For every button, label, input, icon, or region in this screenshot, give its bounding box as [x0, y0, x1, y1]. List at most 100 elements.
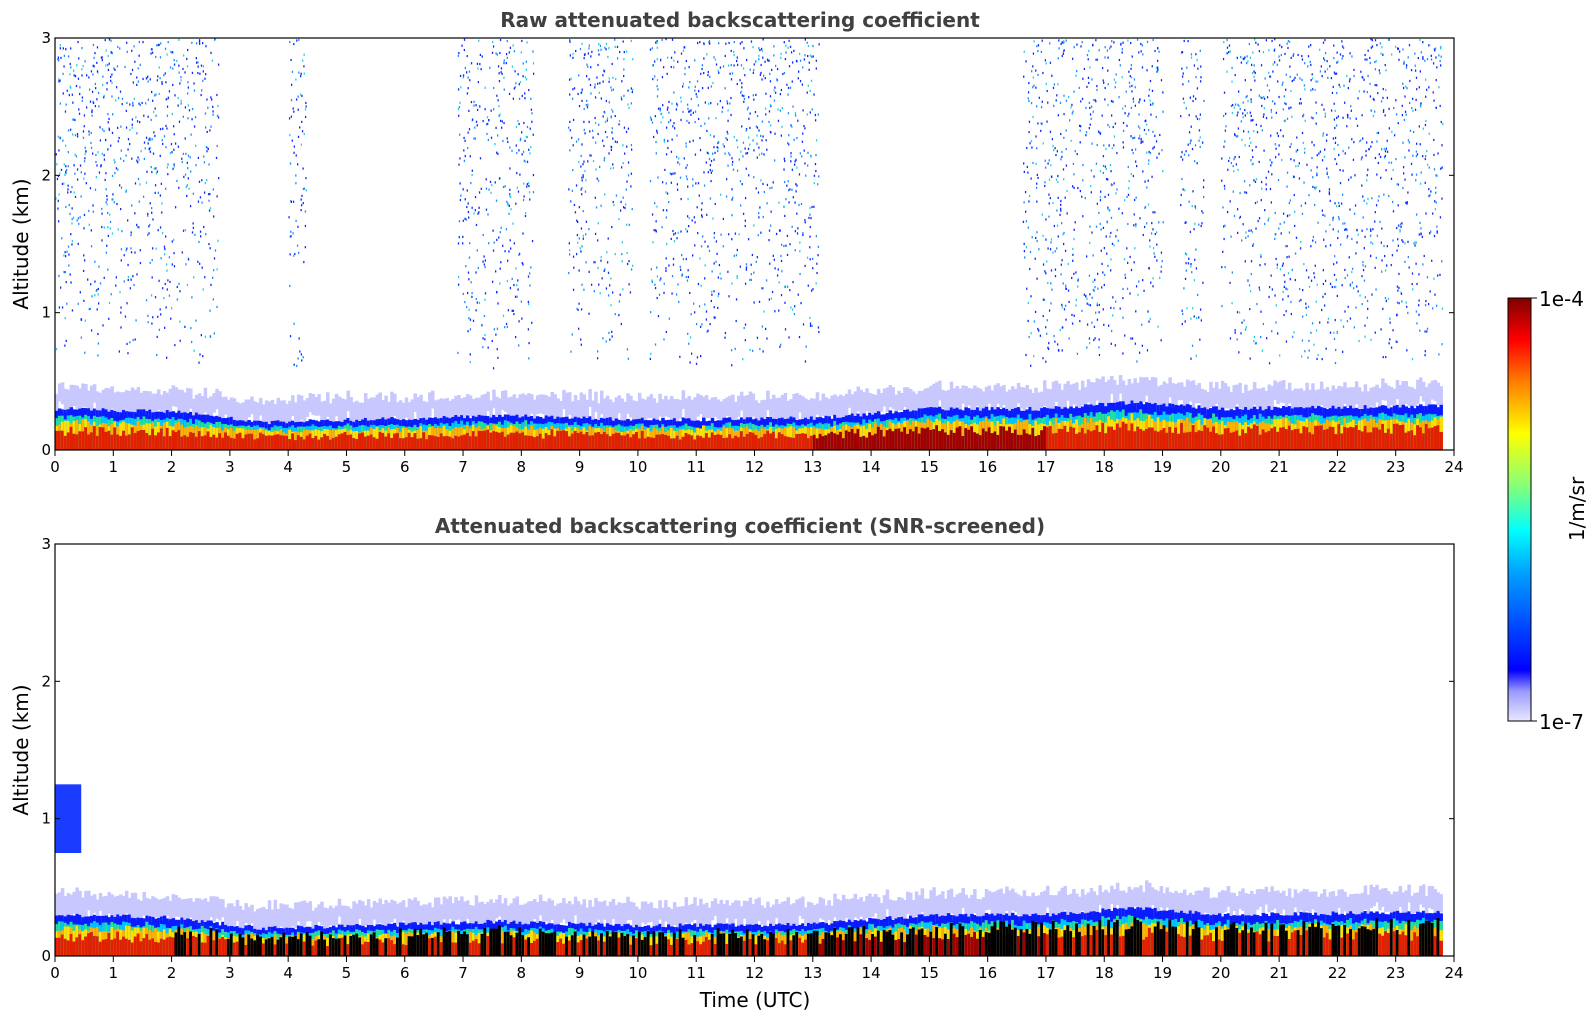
haze-cell — [66, 389, 71, 414]
haze-cell — [833, 394, 837, 422]
noise-speckle — [1072, 247, 1074, 251]
haze-cell — [89, 385, 94, 412]
noise-speckle — [813, 174, 816, 177]
noise-speckle — [512, 222, 514, 225]
haze-cell — [970, 388, 974, 415]
red-cell — [448, 436, 452, 450]
noise-speckle — [790, 306, 792, 309]
noise-speckle — [1098, 311, 1100, 314]
noise-speckle — [631, 90, 633, 94]
noise-speckle — [690, 113, 692, 116]
haze-cell — [171, 385, 176, 406]
noise-speckle — [604, 268, 606, 271]
noise-speckle — [757, 191, 760, 194]
noise-speckle — [146, 170, 148, 173]
noise-speckle — [588, 44, 590, 47]
noise-speckle — [788, 65, 791, 68]
red-cell — [562, 430, 566, 450]
noise-speckle — [604, 46, 606, 49]
noise-speckle — [1046, 260, 1048, 263]
noise-speckle — [626, 223, 628, 226]
red-cell — [57, 430, 62, 450]
noise-speckle — [131, 204, 133, 207]
noise-speckle — [111, 52, 113, 55]
noise-speckle — [597, 350, 599, 353]
noise-speckle — [519, 81, 522, 84]
noise-speckle — [139, 63, 141, 66]
red-cell — [515, 431, 520, 450]
noise-speckle — [571, 333, 573, 336]
noise-speckle — [627, 357, 630, 360]
noise-speckle — [1046, 120, 1048, 123]
haze-cell — [445, 398, 450, 422]
haze-cell — [521, 393, 525, 416]
noise-speckle — [201, 89, 203, 92]
noise-speckle — [532, 173, 535, 177]
noise-speckle — [808, 68, 810, 71]
red-cell — [1378, 429, 1382, 450]
noise-speckle — [472, 319, 475, 322]
noise-speckle — [787, 180, 789, 183]
noise-speckle — [1056, 209, 1058, 212]
noise-speckle — [92, 73, 94, 76]
red-cell — [713, 434, 718, 450]
haze-cell — [687, 395, 691, 419]
noise-speckle — [629, 291, 632, 294]
noise-speckle — [462, 242, 464, 245]
noise-speckle — [630, 39, 632, 43]
red-cell — [63, 435, 68, 450]
noise-speckle — [739, 265, 741, 268]
noise-speckle — [731, 238, 733, 241]
red-cell — [585, 431, 589, 450]
red-cell — [547, 435, 552, 450]
noise-speckle — [202, 355, 204, 358]
noise-speckle — [73, 69, 75, 72]
noise-speckle — [213, 269, 215, 272]
noise-speckle — [749, 112, 751, 115]
noise-speckle — [298, 38, 300, 41]
red-cell — [990, 433, 995, 450]
noise-speckle — [756, 126, 759, 129]
noise-speckle — [65, 205, 67, 209]
noise-speckle — [616, 57, 619, 60]
noise-speckle — [512, 309, 515, 312]
noise-speckle — [656, 266, 658, 269]
noise-speckle — [600, 204, 602, 207]
noise-speckle — [801, 155, 803, 158]
noise-speckle — [602, 74, 604, 77]
noise-speckle — [134, 338, 136, 341]
noise-speckle — [741, 183, 743, 186]
red-cell — [390, 437, 394, 450]
noise-speckle — [688, 342, 690, 345]
noise-speckle — [210, 125, 212, 128]
red-cell — [1212, 426, 1216, 450]
noise-speckle — [1130, 135, 1132, 138]
noise-speckle — [1102, 171, 1104, 175]
noise-speckle — [171, 151, 173, 154]
red-cell — [856, 428, 861, 450]
noise-speckle — [762, 74, 765, 77]
noise-speckle — [688, 217, 690, 220]
red-cell — [923, 428, 928, 450]
noise-speckle — [154, 296, 157, 299]
noise-speckle — [207, 147, 209, 151]
noise-speckle — [172, 83, 174, 87]
noise-speckle — [1112, 296, 1114, 299]
noise-speckle — [523, 159, 525, 162]
noise-speckle — [736, 275, 738, 278]
noise-speckle — [464, 198, 466, 201]
noise-speckle — [88, 130, 90, 133]
red-cell — [1232, 431, 1237, 450]
noise-speckle — [303, 65, 305, 68]
noise-speckle — [582, 234, 584, 237]
red-cell — [489, 432, 493, 450]
haze-cell — [349, 396, 353, 426]
noise-speckle — [157, 315, 159, 318]
red-cell — [463, 434, 467, 450]
noise-speckle — [71, 243, 73, 246]
noise-speckle — [109, 227, 111, 230]
noise-speckle — [71, 239, 74, 243]
noise-speckle — [689, 291, 691, 295]
noise-speckle — [580, 165, 582, 168]
haze-cell — [731, 394, 735, 420]
